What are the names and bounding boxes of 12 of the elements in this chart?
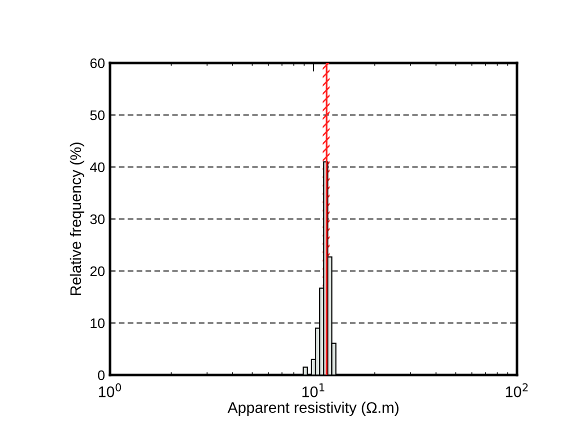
y-tick-label: 60 [90,58,105,68]
y-tick-label: 0 [98,370,105,380]
y-tick-label: 10 [90,318,105,328]
x-tick-label: 10$^{0}$ [98,383,122,398]
y-tick-label: 50 [90,110,105,120]
x-axis-title: Apparent resistivity (Ω.m) [228,402,398,416]
x-tick-label: 10$^{1}$ [302,383,324,398]
y-tick-label: 30 [90,214,105,224]
x-tick-label: 10$^{2}$ [506,383,528,398]
y-tick-label: 20 [90,266,105,276]
y-axis-title: Relative frequency (%) [70,142,84,296]
y-tick-label: 40 [90,162,105,172]
